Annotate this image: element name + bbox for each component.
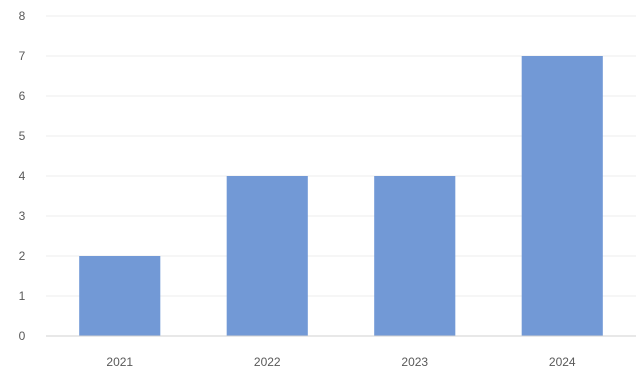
bar-2023 [374, 176, 456, 336]
y-tick-label: 4 [19, 169, 26, 183]
y-tick-label: 3 [19, 209, 26, 223]
y-tick-label: 7 [19, 49, 26, 63]
y-tick-label: 6 [19, 89, 26, 103]
bar-2021 [79, 256, 161, 336]
y-tick-label: 2 [19, 249, 26, 263]
y-axis-ticks: 0 1 2 3 4 5 6 7 8 [19, 9, 26, 343]
x-axis-ticks: 2021 2022 2023 2024 [106, 355, 576, 369]
y-tick-label: 5 [19, 129, 26, 143]
bar-2024 [521, 56, 603, 336]
y-tick-label: 1 [19, 289, 26, 303]
y-tick-label: 8 [19, 9, 26, 23]
bars [79, 56, 603, 336]
x-tick-label: 2024 [549, 355, 576, 369]
x-tick-label: 2021 [106, 355, 133, 369]
x-tick-label: 2023 [401, 355, 428, 369]
x-tick-label: 2022 [254, 355, 281, 369]
y-tick-label: 0 [19, 329, 26, 343]
bar-2022 [226, 176, 308, 336]
